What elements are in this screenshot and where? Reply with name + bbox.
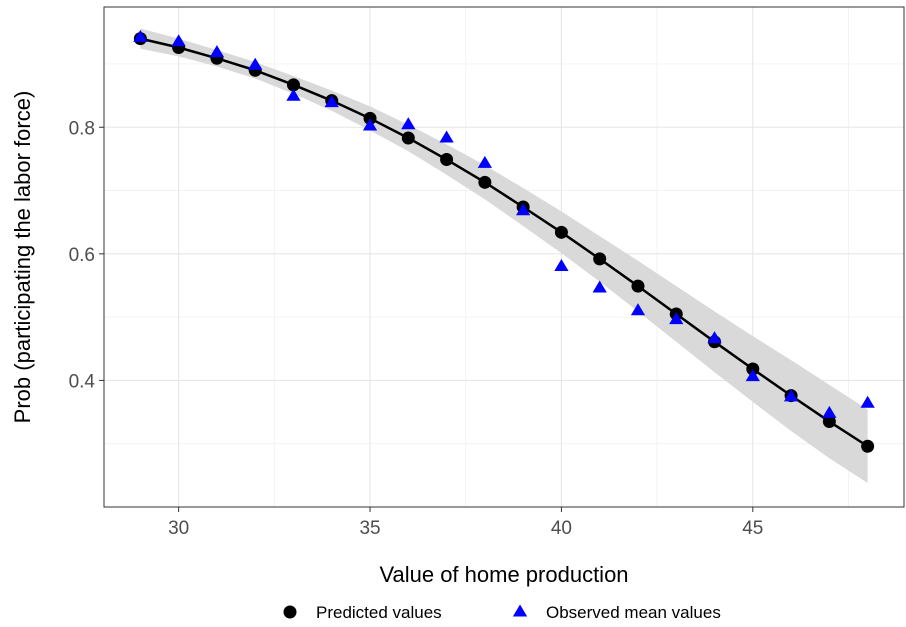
observed-point (554, 258, 569, 271)
y-axis-title: Prob (participating the labor force) (10, 91, 35, 424)
observed-point (860, 395, 875, 408)
predicted-point (631, 279, 645, 293)
x-axis: 30 35 40 45 (168, 507, 763, 539)
data-points (133, 29, 875, 453)
predicted-point (440, 153, 454, 167)
y-tick-label: 0.6 (69, 245, 95, 266)
observed-point (439, 130, 454, 143)
predicted-point (822, 415, 836, 429)
x-tick-label: 40 (551, 518, 572, 539)
panel-border (103, 6, 905, 508)
observed-point (286, 88, 301, 101)
observed-point (783, 389, 799, 402)
legend-predicted-label: Predicted values (316, 603, 442, 622)
predicted-point (401, 131, 415, 145)
observed-point (401, 117, 416, 130)
observed-point (669, 312, 684, 325)
y-axis: 0.4 0.6 0.8 (69, 118, 104, 392)
legend-predicted-symbol (283, 605, 297, 619)
predicted-point (286, 78, 300, 92)
y-tick-label: 0.8 (69, 118, 95, 139)
observed-point (822, 405, 837, 418)
y-tick-label: 0.4 (69, 371, 96, 392)
observed-point (477, 155, 492, 168)
predicted-point (554, 225, 568, 239)
observed-point (209, 45, 225, 58)
observed-point (362, 118, 378, 131)
predicted-point (363, 111, 377, 125)
observed-point (516, 203, 531, 216)
predicted-point (861, 439, 875, 453)
predicted-point (478, 175, 492, 189)
observed-point (324, 95, 339, 108)
predicted-line (140, 37, 869, 448)
x-tick-label: 30 (168, 518, 189, 539)
observed-point (248, 57, 263, 70)
observed-point (745, 369, 760, 382)
legend: Predicted values Observed mean values (283, 603, 721, 622)
x-axis-title: Value of home production (379, 562, 628, 587)
legend-observed-label: Observed mean values (546, 603, 721, 622)
confidence-band (140, 28, 868, 483)
grid (104, 7, 904, 507)
observed-point (133, 29, 148, 42)
observed-point (171, 34, 186, 47)
observed-point (630, 303, 646, 316)
legend-observed-symbol (512, 604, 528, 617)
observed-point (592, 280, 607, 293)
predicted-point (746, 362, 760, 376)
x-tick-label: 45 (742, 518, 763, 539)
predicted-point (593, 252, 607, 266)
x-tick-label: 35 (359, 518, 380, 539)
observed-point (707, 331, 722, 344)
